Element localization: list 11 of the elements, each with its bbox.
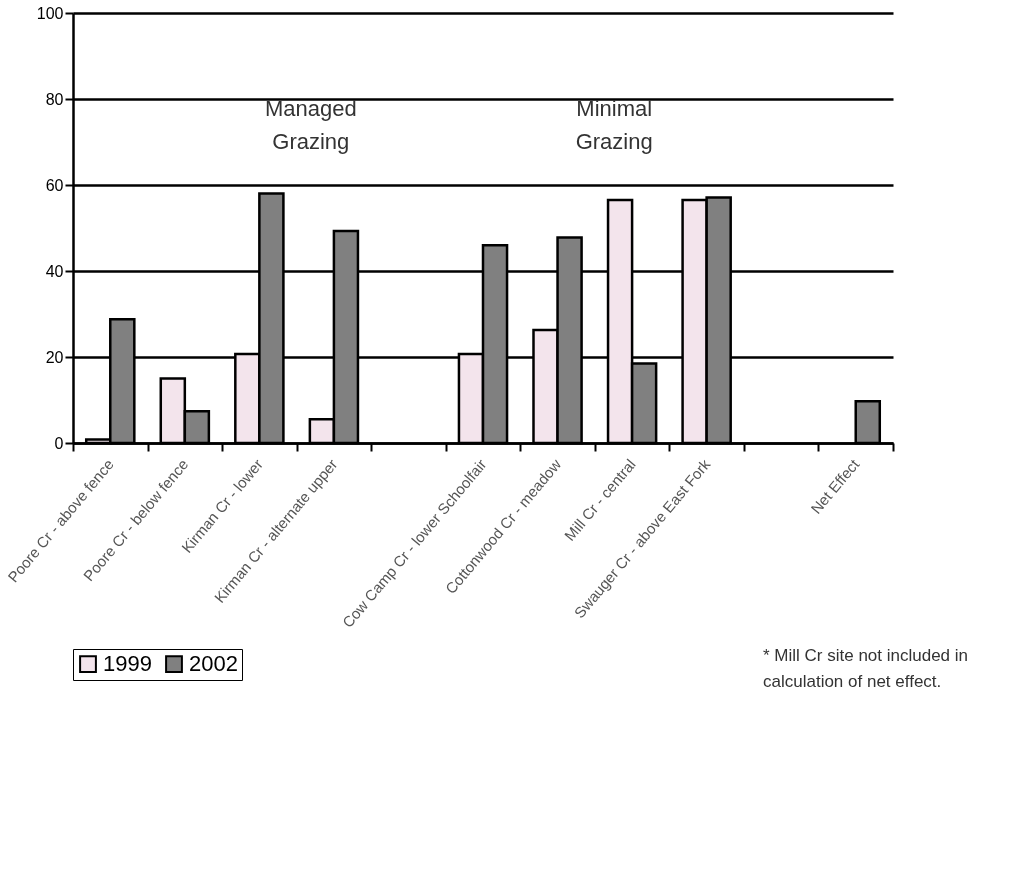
y-tick-label: 20: [45, 348, 64, 366]
annotation: Managed Grazing: [264, 96, 357, 154]
y-tick-label: 40: [45, 262, 64, 280]
y-tick-label: 100: [36, 4, 64, 22]
y-tick-label: 0: [54, 434, 64, 452]
legend-label: 2002: [189, 651, 238, 677]
y-tick-label: 80: [45, 90, 64, 108]
legend-label: 1999: [103, 651, 152, 677]
text: * Mill Cr site not included in calculation of net effect.: [763, 646, 969, 691]
y-tick-label: 60: [45, 176, 64, 194]
annotation: Minimal Grazing: [575, 96, 653, 154]
